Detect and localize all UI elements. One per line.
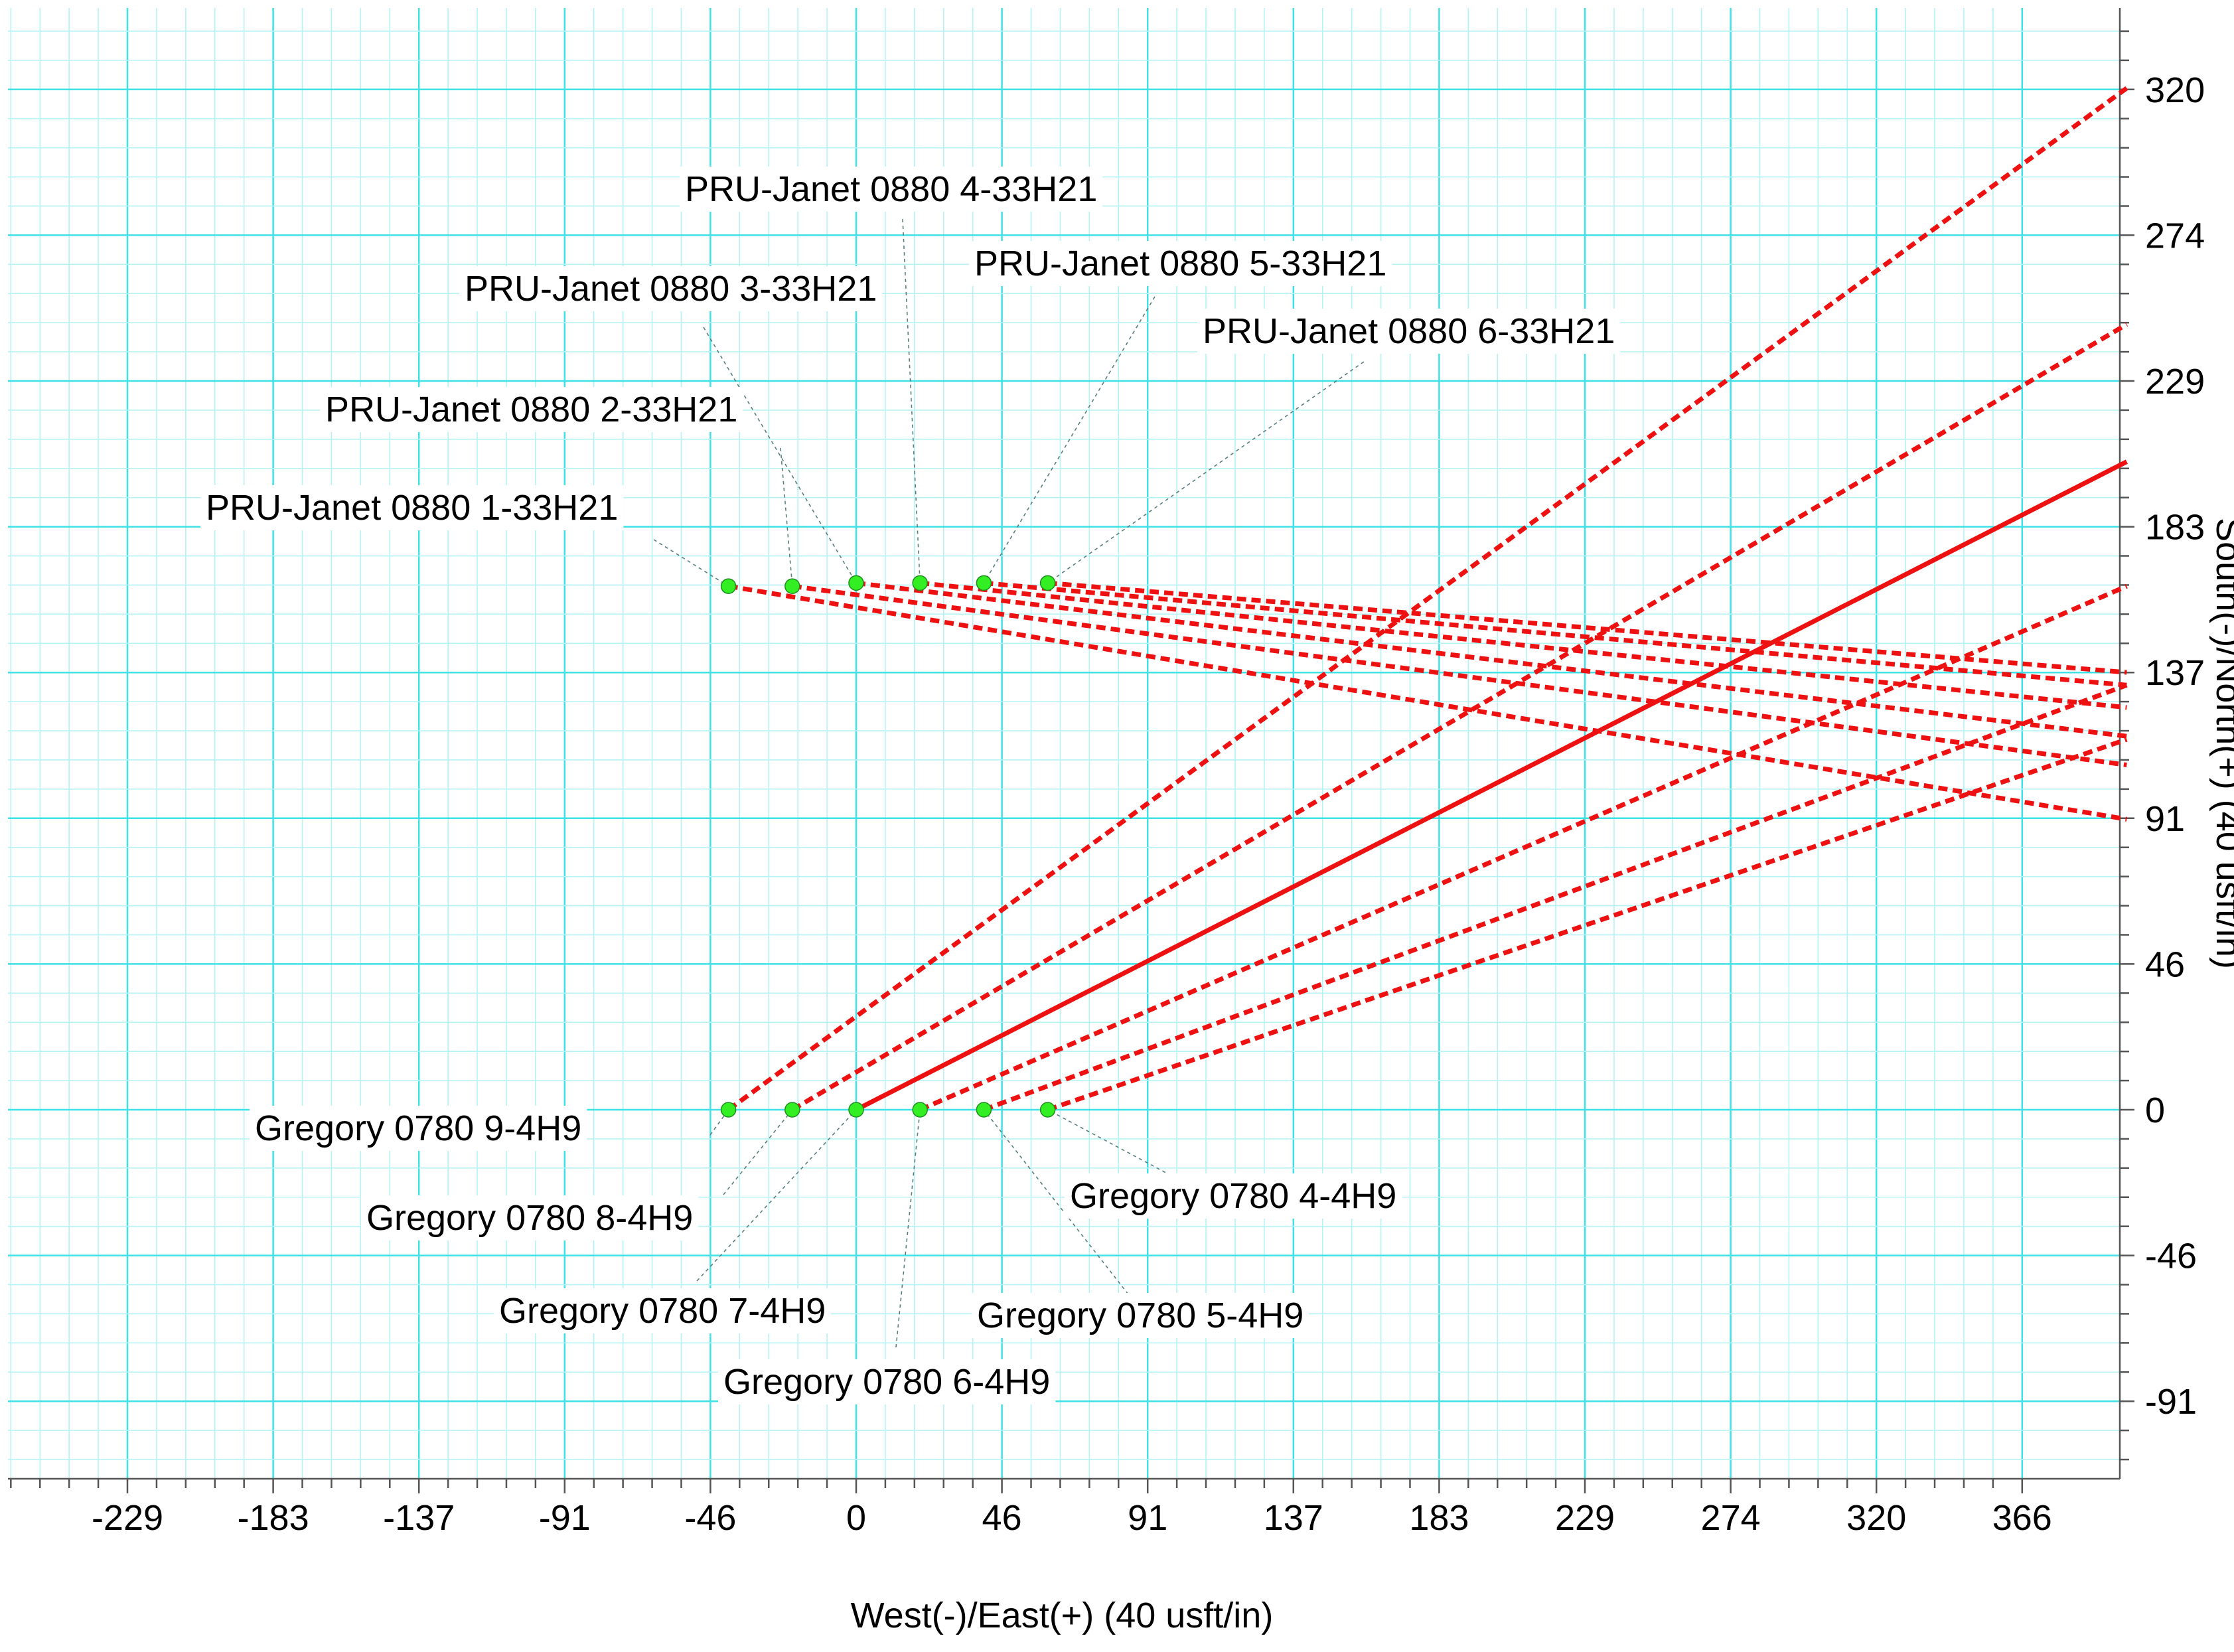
surface-location-marker bbox=[912, 1102, 928, 1118]
well-label-background bbox=[250, 1106, 587, 1151]
well-label-background bbox=[718, 1359, 1056, 1404]
x-tick-label: 229 bbox=[1555, 1498, 1615, 1538]
well-label: PRU-Janet 0880 5-33H21 bbox=[974, 244, 1386, 283]
x-tick-label: -183 bbox=[238, 1498, 309, 1538]
x-tick-label: 366 bbox=[1992, 1498, 2052, 1538]
well-label: PRU-Janet 0880 3-33H21 bbox=[465, 269, 877, 309]
label-leader-line bbox=[653, 539, 729, 587]
surface-location-marker bbox=[848, 1102, 864, 1118]
well-labels: PRU-Janet 0880 1-33H21 PRU-Janet 0880 2-3… bbox=[200, 167, 1621, 1404]
well-label: Gregory 0780 8-4H9 bbox=[366, 1198, 693, 1238]
label-leader-line bbox=[983, 1109, 1129, 1295]
well-label: Gregory 0780 7-4H9 bbox=[499, 1291, 826, 1331]
y-axis-title: South(-)/North(+) (40 usft/in) bbox=[2209, 518, 2234, 969]
well-path bbox=[856, 580, 2127, 739]
well-label-background bbox=[1197, 309, 1621, 354]
x-tick-label: -91 bbox=[539, 1498, 591, 1538]
well-label: Gregory 0780 5-4H9 bbox=[977, 1296, 1303, 1335]
label-leader-line bbox=[709, 1109, 729, 1136]
surface-location-marker bbox=[976, 1102, 992, 1118]
well-label-background bbox=[972, 1293, 1309, 1338]
x-tick-label: -229 bbox=[92, 1498, 163, 1538]
surface-location-marker bbox=[976, 575, 992, 591]
x-tick-label: -46 bbox=[684, 1498, 736, 1538]
well-path bbox=[984, 580, 2127, 688]
surface-location-marker bbox=[784, 1102, 800, 1118]
surface-location-marker bbox=[720, 578, 737, 594]
well-path bbox=[983, 682, 2128, 1112]
well-label-background bbox=[1065, 1173, 1402, 1219]
x-tick-label: 46 bbox=[982, 1498, 1022, 1538]
label-leader-line bbox=[696, 1109, 857, 1282]
x-tick-label: 91 bbox=[1128, 1498, 1167, 1538]
well-path bbox=[791, 322, 2128, 1112]
well-path bbox=[1047, 580, 2127, 675]
well-label-background bbox=[200, 485, 624, 530]
well-label-background bbox=[494, 1288, 832, 1333]
well-label: Gregory 0780 4-4H9 bbox=[1070, 1176, 1396, 1216]
well-label-background bbox=[459, 266, 883, 311]
surface-location-marker bbox=[720, 1102, 737, 1118]
well-path bbox=[1047, 737, 2128, 1112]
x-axis-title: West(-)/East(+) (40 usft/in) bbox=[851, 1596, 1274, 1635]
label-leader-line bbox=[780, 447, 793, 587]
label-leader-line bbox=[1047, 361, 1365, 584]
well-label: Gregory 0780 9-4H9 bbox=[255, 1108, 581, 1148]
surface-location-marker bbox=[1039, 575, 1056, 591]
well-label-background bbox=[680, 167, 1103, 212]
x-tick-label: 0 bbox=[846, 1498, 866, 1538]
well-label: PRU-Janet 0880 4-33H21 bbox=[685, 169, 1097, 209]
well-label-background bbox=[320, 387, 743, 432]
label-leader-line bbox=[895, 1109, 921, 1348]
x-tick-label: 137 bbox=[1264, 1498, 1323, 1538]
well-label: PRU-Janet 0880 1-33H21 bbox=[206, 488, 618, 528]
y-tick-label: 46 bbox=[2145, 944, 2185, 984]
y-tick-label: -46 bbox=[2145, 1237, 2197, 1276]
x-tick-label: 183 bbox=[1409, 1498, 1469, 1538]
well-label-background bbox=[969, 241, 1392, 286]
x-tick-label: 320 bbox=[1846, 1498, 1906, 1538]
y-tick-label: 274 bbox=[2145, 216, 2205, 256]
well-path bbox=[728, 583, 2127, 822]
well-paths bbox=[727, 86, 2128, 1112]
well-label: PRU-Janet 0880 2-33H21 bbox=[325, 390, 737, 429]
surface-location-marker bbox=[912, 575, 928, 591]
axes: -229 -183 -137 -91 -46 0 46 91 137 183 229 274 320 36… bbox=[8, 8, 2205, 1538]
label-leader-line bbox=[983, 296, 1155, 583]
y-tick-label: 137 bbox=[2145, 653, 2205, 693]
well-path bbox=[727, 86, 2128, 1112]
y-tick-label: 183 bbox=[2145, 508, 2205, 548]
surface-markers bbox=[720, 575, 1056, 1118]
x-tick-label: -137 bbox=[383, 1498, 455, 1538]
well-label: PRU-Janet 0880 6-33H21 bbox=[1203, 311, 1615, 351]
y-tick-label: 0 bbox=[2145, 1090, 2165, 1130]
well-label: Gregory 0780 6-4H9 bbox=[723, 1362, 1050, 1402]
label-leaders bbox=[653, 218, 1365, 1348]
y-tick-label: 320 bbox=[2145, 70, 2205, 110]
label-leader-line bbox=[723, 1109, 793, 1195]
surface-location-marker bbox=[1039, 1102, 1056, 1118]
well-path bbox=[919, 580, 2127, 710]
label-leader-line bbox=[703, 327, 857, 583]
well-path bbox=[792, 583, 2127, 767]
label-leader-line bbox=[902, 218, 921, 583]
y-tick-label: 229 bbox=[2145, 362, 2205, 402]
well-path bbox=[919, 583, 2128, 1112]
y-tick-label: -91 bbox=[2145, 1382, 2197, 1422]
surface-location-marker bbox=[784, 578, 800, 594]
x-tick-label: 274 bbox=[1701, 1498, 1761, 1538]
grid bbox=[8, 8, 2120, 1479]
surface-location-marker bbox=[848, 575, 864, 591]
y-tick-label: 91 bbox=[2145, 799, 2185, 839]
well-label-background bbox=[361, 1195, 699, 1240]
well-path bbox=[855, 459, 2128, 1112]
